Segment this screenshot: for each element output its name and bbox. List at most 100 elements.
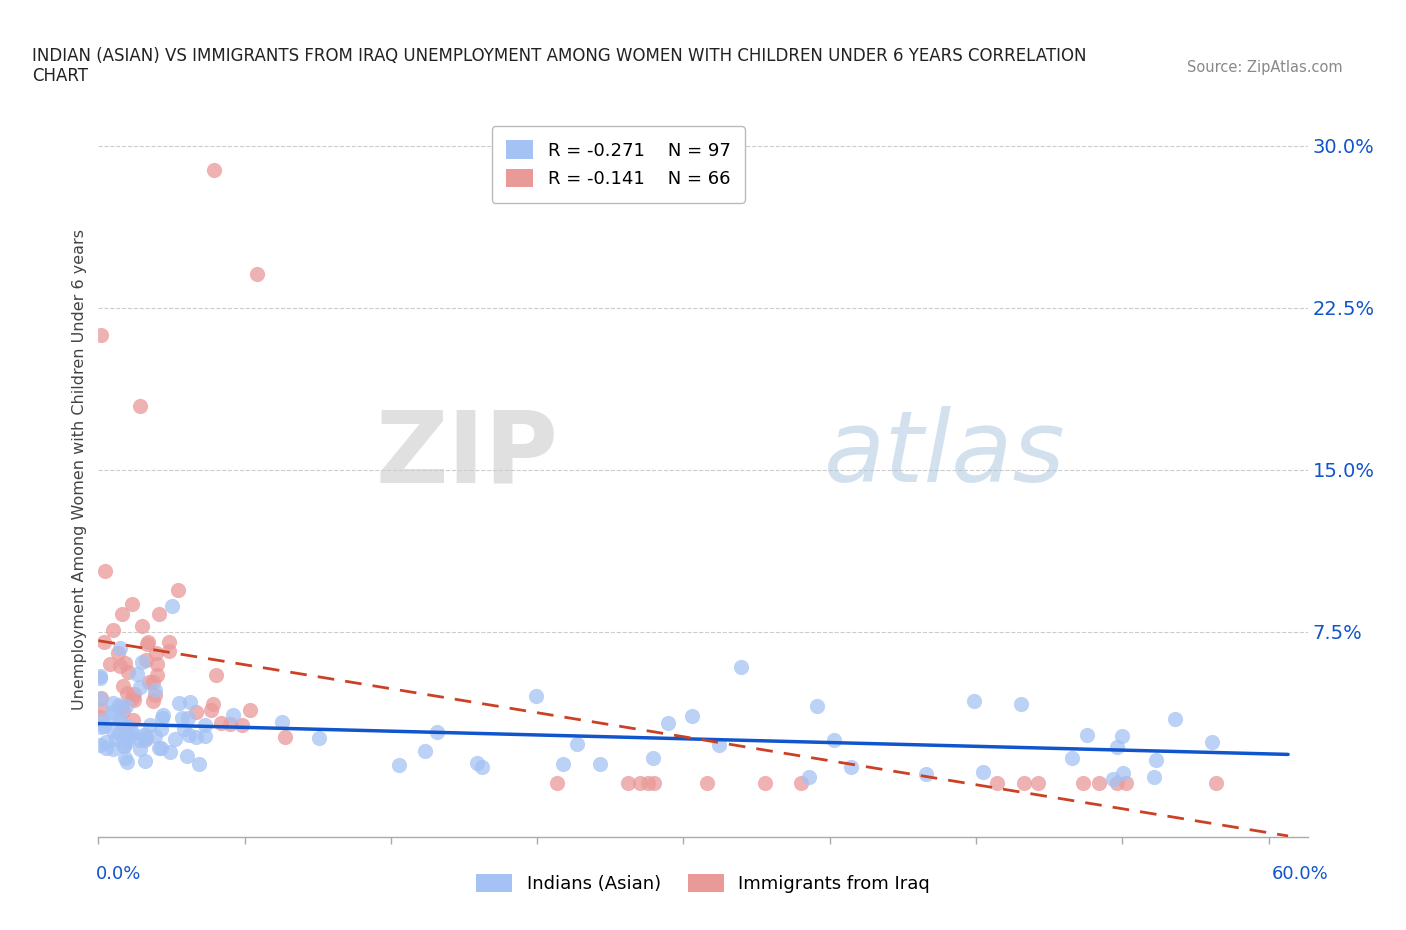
Point: [103, 741, 125, 756]
Point: [799, 770, 821, 785]
Point: [1201, 734, 1223, 749]
Point: [388, 758, 411, 773]
Point: [1105, 739, 1128, 754]
Legend: R = -0.271    N = 97, R = -0.141    N = 66: R = -0.271 N = 97, R = -0.141 N = 66: [492, 126, 745, 203]
Point: [129, 742, 152, 757]
Point: [115, 735, 138, 750]
Point: [696, 776, 718, 790]
Point: [146, 657, 169, 671]
Point: [108, 725, 131, 740]
Point: [754, 776, 776, 790]
Point: [122, 686, 145, 701]
Point: [1143, 770, 1166, 785]
Point: [108, 698, 131, 713]
Point: [118, 729, 141, 744]
Point: [823, 733, 845, 748]
Point: [839, 760, 862, 775]
Point: [231, 718, 253, 733]
Point: [471, 759, 494, 774]
Point: [194, 718, 217, 733]
Point: [103, 696, 125, 711]
Text: Source: ZipAtlas.com: Source: ZipAtlas.com: [1187, 60, 1343, 75]
Point: [89, 710, 111, 724]
Point: [117, 665, 139, 680]
Point: [129, 680, 152, 695]
Point: [1112, 765, 1135, 780]
Point: [121, 726, 143, 741]
Point: [142, 694, 165, 709]
Point: [134, 733, 156, 748]
Point: [89, 671, 111, 685]
Point: [104, 731, 127, 746]
Point: [709, 737, 731, 752]
Point: [681, 709, 703, 724]
Point: [914, 766, 936, 781]
Point: [89, 669, 111, 684]
Point: [142, 675, 165, 690]
Point: [177, 728, 200, 743]
Point: [114, 751, 136, 765]
Point: [202, 697, 225, 711]
Point: [145, 645, 167, 660]
Point: [134, 727, 156, 742]
Text: 0.0%: 0.0%: [96, 865, 141, 883]
Point: [139, 718, 162, 733]
Point: [107, 645, 129, 660]
Point: [176, 749, 198, 764]
Point: [1144, 752, 1167, 767]
Point: [90, 701, 112, 716]
Point: [218, 717, 240, 732]
Point: [112, 738, 135, 753]
Point: [308, 731, 330, 746]
Point: [138, 674, 160, 689]
Point: [98, 657, 121, 671]
Point: [94, 564, 117, 578]
Point: [117, 755, 139, 770]
Point: [413, 743, 436, 758]
Point: [93, 634, 115, 649]
Point: [111, 679, 134, 694]
Point: [972, 764, 994, 779]
Point: [115, 718, 138, 733]
Point: [103, 708, 125, 723]
Point: [166, 583, 188, 598]
Point: [194, 728, 217, 743]
Point: [127, 667, 149, 682]
Point: [1076, 727, 1098, 742]
Point: [589, 757, 612, 772]
Point: [167, 696, 190, 711]
Point: [112, 732, 135, 747]
Point: [1088, 776, 1111, 790]
Point: [963, 694, 986, 709]
Point: [170, 711, 193, 725]
Point: [143, 729, 166, 744]
Point: [425, 724, 447, 739]
Point: [90, 327, 112, 342]
Point: [179, 694, 201, 709]
Text: 60.0%: 60.0%: [1272, 865, 1329, 883]
Point: [103, 622, 125, 637]
Point: [110, 699, 132, 714]
Point: [135, 730, 157, 745]
Point: [111, 718, 134, 733]
Point: [657, 715, 679, 730]
Point: [157, 635, 180, 650]
Point: [114, 698, 136, 713]
Point: [628, 776, 651, 790]
Point: [146, 668, 169, 683]
Text: INDIAN (ASIAN) VS IMMIGRANTS FROM IRAQ UNEMPLOYMENT AMONG WOMEN WITH CHILDREN UN: INDIAN (ASIAN) VS IMMIGRANTS FROM IRAQ U…: [32, 46, 1087, 86]
Point: [110, 606, 132, 621]
Point: [526, 688, 548, 703]
Point: [121, 597, 143, 612]
Point: [143, 683, 166, 698]
Point: [131, 618, 153, 633]
Point: [112, 704, 135, 719]
Point: [134, 754, 156, 769]
Point: [546, 776, 568, 790]
Point: [173, 722, 195, 737]
Text: ZIP: ZIP: [375, 406, 558, 503]
Point: [115, 685, 138, 700]
Point: [112, 739, 135, 754]
Point: [209, 716, 232, 731]
Point: [128, 732, 150, 747]
